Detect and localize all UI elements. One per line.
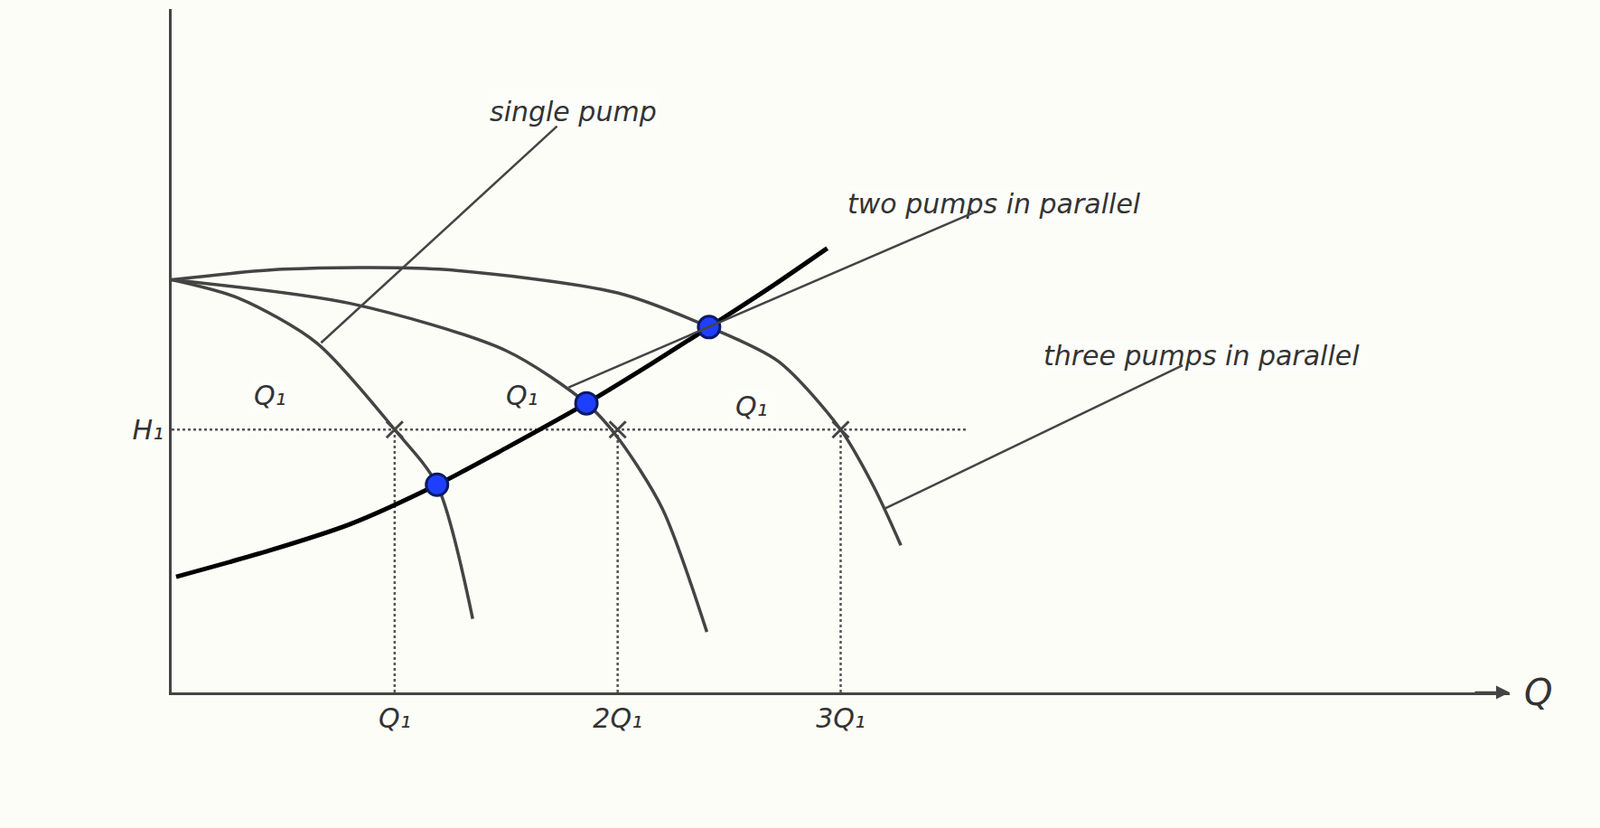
svg-text:Q₁: Q₁ bbox=[735, 390, 768, 422]
svg-text:Q₁: Q₁ bbox=[253, 379, 287, 412]
svg-text:Q₁: Q₁ bbox=[505, 379, 539, 412]
svg-text:Q: Q bbox=[1524, 671, 1553, 713]
svg-text:two pumps in parallel: two pumps in parallel bbox=[847, 187, 1142, 220]
svg-text:H₁: H₁ bbox=[131, 413, 164, 446]
svg-text:single pump: single pump bbox=[489, 95, 657, 128]
svg-text:three pumps in parallel: three pumps in parallel bbox=[1043, 339, 1360, 372]
svg-text:Q₁: Q₁ bbox=[378, 701, 412, 734]
svg-text:3Q₁: 3Q₁ bbox=[815, 701, 866, 734]
svg-text:2Q₁: 2Q₁ bbox=[592, 701, 643, 734]
